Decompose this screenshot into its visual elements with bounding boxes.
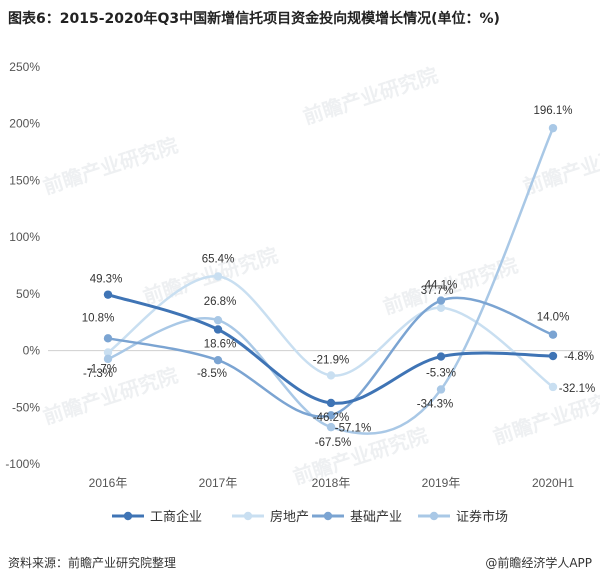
data-point (436, 385, 446, 394)
series-line (106, 275, 555, 389)
x-axis: 2016年 2017年 2018年 2019年 2020H1 (48, 350, 592, 490)
data-point (213, 356, 223, 365)
x-tick-label: 2017年 (199, 476, 238, 490)
y-tick-label: 100% (9, 230, 40, 244)
data-label: 196.1% (533, 105, 572, 117)
legend: 工商企业 房地产 基础产业 证券市场 (112, 509, 508, 524)
series-lines (106, 126, 555, 435)
data-label: 65.4% (202, 253, 235, 265)
data-point (326, 411, 336, 420)
data-label: 44.1% (425, 280, 458, 292)
data-point (436, 303, 446, 313)
y-tick-label: 200% (9, 117, 40, 131)
data-label: 37.7% (421, 285, 454, 297)
data-point (326, 371, 336, 380)
chart-title: 图表6：2015-2020年Q3中国新增信托项目资金投向规模增长情况(单位：%) (8, 11, 500, 27)
data-label: 26.8% (204, 296, 237, 308)
legend-label: 工商企业 (150, 509, 202, 524)
data-point (103, 348, 113, 357)
data-label: -57.1% (335, 422, 371, 434)
source-note: 资料来源：前瞻产业研究院整理 (8, 556, 177, 570)
data-label: -46.2% (313, 412, 349, 424)
data-labels: 49.3% 18.6% -46.2% -5.3% -4.8% -1.7% 65.4% -21.… (82, 105, 596, 449)
legend-swatch-marker (243, 511, 253, 521)
data-label: -1.7% (87, 363, 117, 375)
data-point (436, 296, 446, 305)
legend-label: 基础产业 (350, 509, 402, 524)
data-point (548, 351, 558, 361)
legend-swatch-marker (123, 511, 133, 521)
data-label: 10.8% (82, 312, 115, 324)
y-tick-label: 250% (9, 60, 40, 74)
data-point (436, 352, 446, 361)
x-tick-label: 2018年 (312, 476, 351, 490)
data-label: -7.3% (83, 368, 113, 380)
data-point (103, 290, 113, 299)
y-axis: 250% 200% 150% 100% 50% 0% -50% -100% (5, 60, 40, 471)
series-points (103, 123, 558, 432)
legend-label: 房地产 (270, 509, 309, 524)
brand-note: @前瞻经济学人APP (485, 556, 592, 570)
data-label: 14.0% (537, 312, 570, 324)
legend-label: 证券市场 (456, 509, 508, 524)
legend-swatch-marker (429, 511, 439, 521)
x-tick-label: 2016年 (89, 476, 128, 490)
data-point (548, 330, 558, 339)
data-label: -32.1% (559, 383, 595, 395)
data-label: -8.5% (197, 368, 227, 380)
data-point (213, 315, 223, 325)
legend-swatch-marker (323, 511, 333, 521)
data-label: -34.3% (417, 398, 453, 410)
data-point (548, 123, 558, 133)
data-point (326, 422, 336, 432)
y-tick-label: 150% (9, 173, 40, 187)
x-tick-label: 2020H1 (532, 476, 574, 490)
data-point (213, 272, 223, 281)
data-label: -5.3% (426, 368, 456, 380)
series-line (106, 126, 555, 435)
data-point (548, 382, 558, 392)
data-point (213, 325, 223, 334)
y-tick-label: -50% (12, 400, 40, 414)
data-point (326, 398, 336, 408)
data-label: 18.6% (204, 338, 237, 350)
data-label: -4.8% (564, 351, 594, 363)
data-label: -21.9% (313, 354, 349, 366)
y-tick-label: 50% (16, 287, 40, 301)
y-tick-label: -100% (5, 457, 40, 471)
series-line (106, 296, 555, 418)
data-label: 49.3% (90, 274, 123, 286)
data-label: -67.5% (315, 437, 351, 449)
data-point (103, 354, 113, 364)
x-tick-label: 2019年 (422, 476, 461, 490)
data-point (103, 334, 113, 343)
y-tick-label: 0% (23, 344, 41, 358)
